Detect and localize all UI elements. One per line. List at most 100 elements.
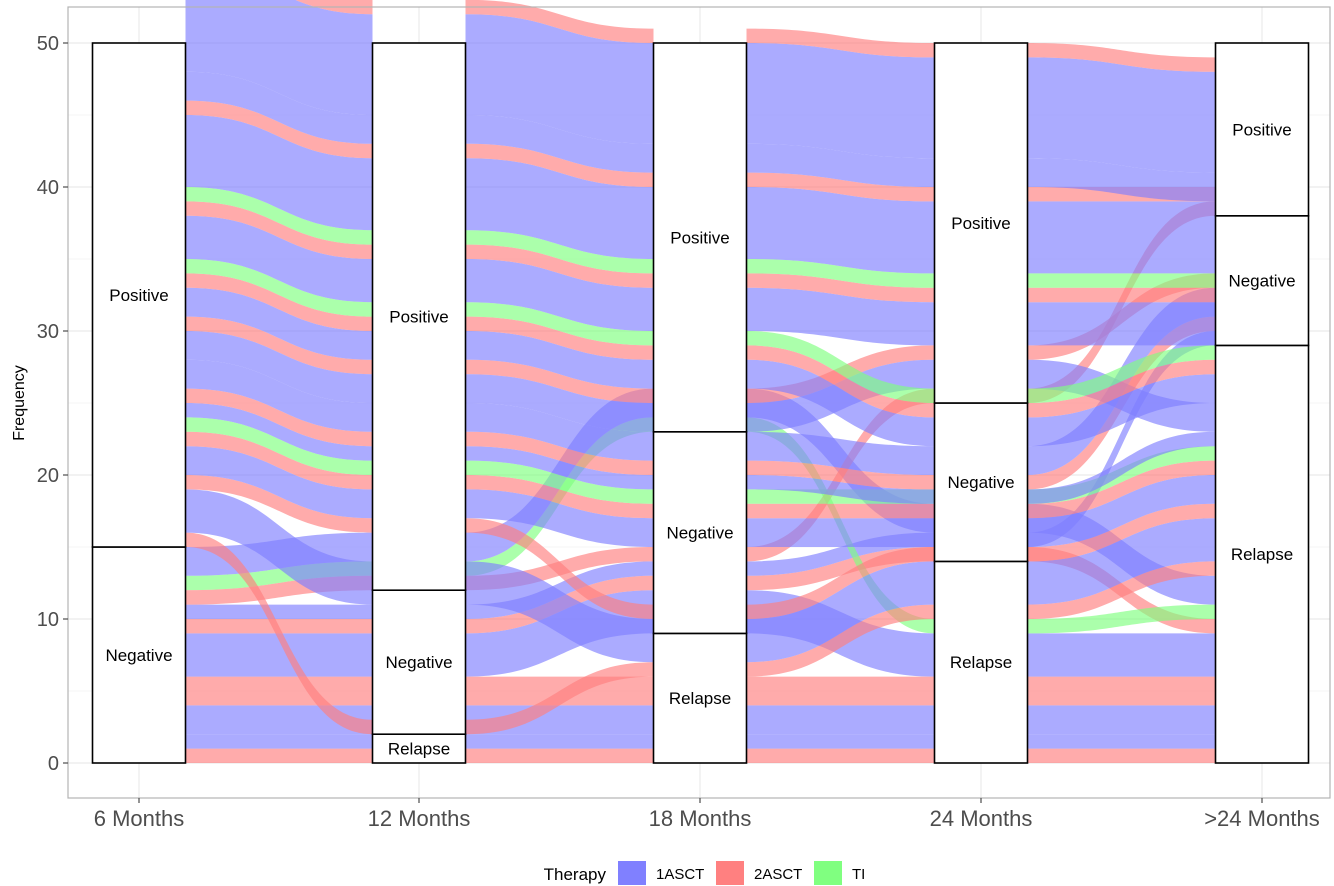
flow-1asct xyxy=(465,561,654,663)
legend-label-1asct: 1ASCT xyxy=(656,866,704,883)
flow-1asct xyxy=(465,374,654,432)
flow-ti xyxy=(185,417,373,475)
flow-2asct xyxy=(185,388,373,447)
flow-1asct xyxy=(746,287,935,346)
flow-1asct xyxy=(1027,705,1216,735)
flow-2asct xyxy=(185,431,373,490)
flow-1asct xyxy=(746,734,935,749)
flow-2asct xyxy=(1027,43,1216,72)
flow-2asct xyxy=(465,143,654,187)
y-tick-label: 30 xyxy=(37,321,59,343)
strata: Negative Positive Relapse Negative Positive R… xyxy=(91,42,1310,764)
flow-2asct xyxy=(1027,503,1216,562)
flow-2asct xyxy=(1027,748,1216,763)
flow-2asct xyxy=(185,201,373,259)
flow-1asct xyxy=(185,446,373,519)
panel-border xyxy=(67,6,1331,799)
flow-1asct xyxy=(465,446,654,490)
stratum-label: Positive xyxy=(670,228,730,247)
stratum-relapse xyxy=(371,733,467,764)
flow-1asct xyxy=(465,590,654,677)
flow-1asct xyxy=(465,14,654,144)
legend-label-ti: TI xyxy=(852,866,865,883)
flow-2asct xyxy=(746,547,935,619)
flow-2asct xyxy=(1027,287,1216,303)
flow-1asct xyxy=(185,215,373,303)
legend-swatch-1asct xyxy=(618,861,646,885)
flow-1asct xyxy=(746,187,935,274)
flow-1asct xyxy=(1027,518,1216,605)
flow-1asct xyxy=(746,359,935,447)
x-tick-label: 18 Months xyxy=(649,806,752,831)
y-tick-label: 40 xyxy=(37,177,59,199)
flow-ti xyxy=(185,187,373,245)
stratum-positive xyxy=(933,42,1029,404)
x-tick-label: 24 Months xyxy=(930,806,1033,831)
flow-1asct xyxy=(465,115,654,173)
flow-2asct xyxy=(746,460,935,490)
flow-1asct xyxy=(1027,201,1216,274)
flow-1asct xyxy=(746,475,935,504)
stratum-negative xyxy=(371,589,467,736)
flow-1asct xyxy=(465,403,654,461)
flow-1asct xyxy=(746,561,935,663)
stratum-label: Relapse xyxy=(669,689,731,708)
flow-ti xyxy=(746,331,935,403)
flow-2asct xyxy=(465,0,654,43)
flow-1asct xyxy=(1027,302,1216,346)
stratum-positive xyxy=(371,42,467,592)
flow-2asct xyxy=(746,273,935,303)
stratum-label: Negative xyxy=(385,653,452,672)
stratum-label: Positive xyxy=(951,214,1011,233)
flow-1asct xyxy=(465,331,654,389)
flow-2asct xyxy=(185,676,373,706)
flow-2asct xyxy=(746,345,935,418)
flow-ti xyxy=(1027,273,1216,288)
flow-1asct xyxy=(185,0,373,115)
flow-2asct xyxy=(746,604,935,677)
flow-1asct xyxy=(746,431,935,475)
flow-1asct xyxy=(746,518,935,547)
stratum-label: Relapse xyxy=(1231,545,1293,564)
legend-label-2asct: 2ASCT xyxy=(754,866,802,883)
flow-1asct xyxy=(185,115,373,231)
flow-ti xyxy=(465,460,654,504)
flow-2asct xyxy=(185,748,373,763)
flow-1asct xyxy=(1027,331,1216,547)
y-tick-label: 20 xyxy=(37,465,59,487)
flow-2asct xyxy=(185,475,373,533)
x-tick-label: >24 Months xyxy=(1204,806,1320,831)
flows xyxy=(185,0,1216,763)
flow-2asct xyxy=(1027,460,1216,519)
axes: 0 10 20 30 40 50 6 Months 12 Months 18 Months 24 … xyxy=(37,6,1331,831)
flow-ti xyxy=(746,259,935,288)
stratum-relapse xyxy=(933,560,1029,764)
flow-1asct xyxy=(746,43,935,159)
y-tick-label: 50 xyxy=(37,33,59,55)
flow-2asct xyxy=(465,359,654,403)
flow-1asct xyxy=(465,259,654,331)
stratum-negative xyxy=(933,402,1029,563)
flow-1asct xyxy=(185,287,373,360)
stratum-label: Negative xyxy=(105,646,172,665)
flow-1asct xyxy=(185,403,373,461)
flow-2asct xyxy=(746,748,935,763)
legend-title: Therapy xyxy=(544,865,607,884)
x-tick-label: 12 Months xyxy=(368,806,471,831)
flow-1asct xyxy=(465,158,654,259)
stratum-label: Positive xyxy=(389,308,449,327)
flow-1asct xyxy=(1027,633,1216,677)
stratum-label: Relapse xyxy=(950,653,1012,672)
stratum-relapse xyxy=(1214,344,1310,764)
stratum-negative xyxy=(91,546,187,764)
flow-2asct xyxy=(746,172,935,202)
stratum-label: Relapse xyxy=(388,740,450,759)
x-tick-label: 6 Months xyxy=(94,806,185,831)
stratum-negative xyxy=(1214,215,1310,347)
flow-1asct xyxy=(746,705,935,735)
flow-ti xyxy=(465,302,654,346)
stratum-positive xyxy=(1214,42,1310,217)
flow-1asct xyxy=(465,734,654,749)
flow-2asct xyxy=(465,518,654,619)
